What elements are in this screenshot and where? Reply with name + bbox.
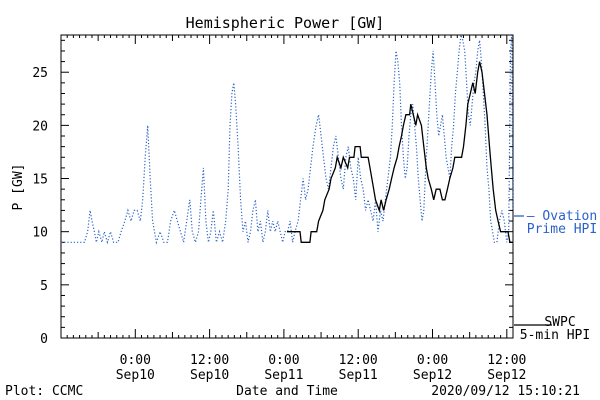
plot-credit: Plot: CCMC (5, 384, 83, 399)
x-tick-time-label: 0:00 (417, 353, 448, 368)
x-tick-date-label: Sep10 (190, 368, 229, 383)
y-tick-label: 0 (40, 332, 48, 347)
series-swpc-line (287, 61, 513, 243)
x-tick-date-label: Sep12 (413, 368, 452, 383)
x-tick-time-label: 12:00 (487, 353, 526, 368)
y-ticks-group: 0 5 10 15 20 25 (32, 39, 513, 347)
legend-swpc-label-line2: 5-min HPI (520, 328, 590, 343)
y-axis-label-group: P [GW] (11, 164, 26, 211)
x-axis-label: Date and Time (236, 384, 338, 399)
y-axis-label: P [GW] (11, 164, 26, 211)
y-tick-label: 15 (32, 173, 48, 188)
legend-swpc-label-line1: SWPC (544, 315, 575, 330)
plot-frame-group (60, 34, 514, 339)
legend-ovation-label-line2: Prime HPI (527, 222, 597, 237)
x-tick-time-label: 0:00 (120, 353, 151, 368)
plot-frame (60, 34, 514, 339)
x-tick-date-label: Sep11 (339, 368, 378, 383)
legend-ovation-label-line1: – Ovation (527, 209, 597, 224)
series-group (61, 34, 514, 245)
y-tick-label: 5 (40, 279, 48, 294)
x-tick-time-label: 0:00 (268, 353, 299, 368)
plot-timestamp: 2020/09/12 15:10:21 (431, 384, 580, 399)
x-tick-date-label: Sep12 (487, 368, 526, 383)
x-tick-date-label: Sep10 (116, 368, 155, 383)
x-tick-date-label: Sep11 (264, 368, 303, 383)
y-tick-label: 20 (32, 119, 48, 134)
x-ticks-group: 0:00Sep1012:00Sep100:00Sep1112:00Sep110:… (60, 35, 526, 383)
y-tick-label: 10 (32, 226, 48, 241)
x-tick-time-label: 12:00 (190, 353, 229, 368)
y-tick-label: 25 (32, 66, 48, 81)
x-tick-time-label: 12:00 (339, 353, 378, 368)
series-ovation-prime-line (61, 34, 514, 245)
chart-title: Hemispheric Power [GW] (186, 14, 385, 32)
